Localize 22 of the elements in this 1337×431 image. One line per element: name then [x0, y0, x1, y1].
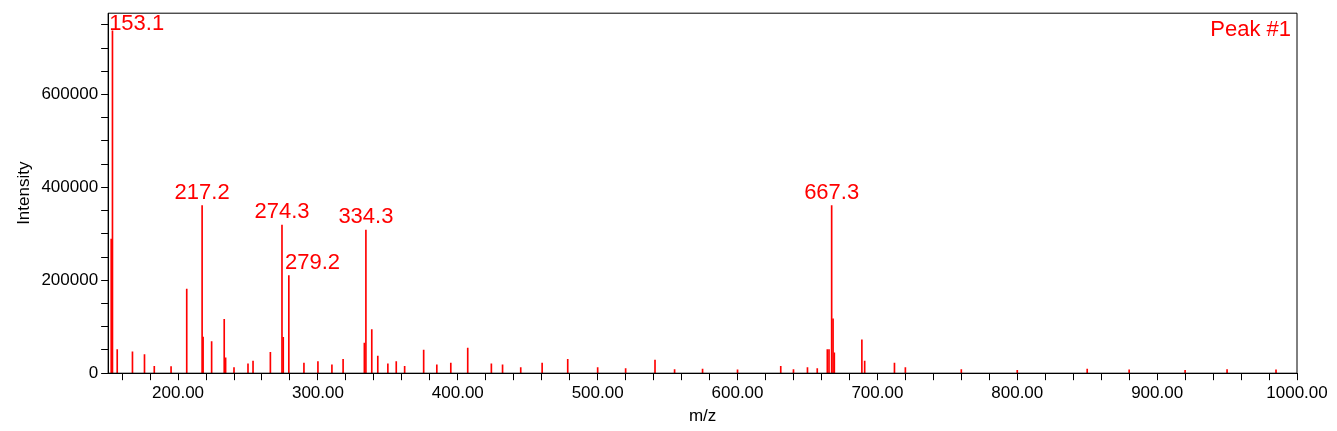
- x-tick-label: 200.00: [152, 383, 205, 403]
- annotation: 667.3: [804, 178, 860, 204]
- x-tick-label: 400.00: [431, 383, 484, 403]
- y-tick-label: 0: [88, 362, 99, 382]
- x-tick-label: 700.00: [851, 383, 904, 403]
- annotation: 274.3: [254, 198, 310, 224]
- x-tick-label: 500.00: [571, 383, 624, 403]
- annotation: 217.2: [174, 178, 230, 204]
- y-tick-label: 600000: [41, 84, 99, 104]
- x-tick-label: 300.00: [291, 383, 344, 403]
- annotation: 153.1: [109, 10, 165, 36]
- annotation: 334.3: [338, 203, 394, 229]
- y-axis-title: Intensity: [13, 161, 33, 225]
- x-tick-label: 800.00: [991, 383, 1044, 403]
- x-tick-label: 900.00: [1131, 383, 1184, 403]
- annotation: 279.2: [284, 248, 341, 274]
- x-axis-title: m/z: [688, 406, 717, 426]
- annotation: Peak #1: [1210, 16, 1291, 42]
- x-tick-label: 600.00: [711, 383, 764, 403]
- x-tick-label: 1000.00: [1266, 383, 1328, 403]
- y-tick-label: 200000: [41, 269, 99, 289]
- y-tick-label: 400000: [41, 177, 99, 197]
